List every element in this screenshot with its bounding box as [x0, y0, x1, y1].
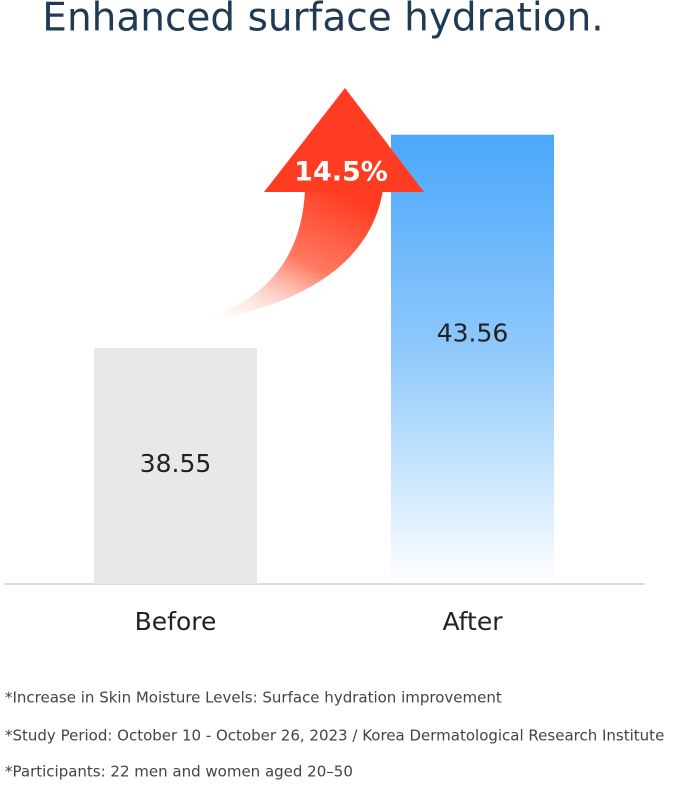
increase-label: 14.5% — [294, 157, 388, 188]
value-label: 43.56 — [437, 319, 509, 348]
arrow-shaft — [180, 190, 383, 326]
value-label: 38.55 — [140, 449, 212, 478]
bar — [391, 134, 554, 584]
footnote: *Participants: 22 men and women aged 20–… — [5, 763, 353, 781]
x-tick-label: After — [442, 607, 503, 636]
x-tick-label: Before — [135, 607, 217, 636]
footnote: *Study Period: October 10 - October 26, … — [5, 727, 664, 745]
arrow-head — [264, 88, 424, 192]
bar — [94, 347, 257, 584]
footnote: *Increase in Skin Moisture Levels: Surfa… — [5, 689, 502, 707]
increase-arrow: 14.5% — [180, 88, 424, 326]
chart-title: Enhanced surface hydration. — [42, 0, 603, 41]
